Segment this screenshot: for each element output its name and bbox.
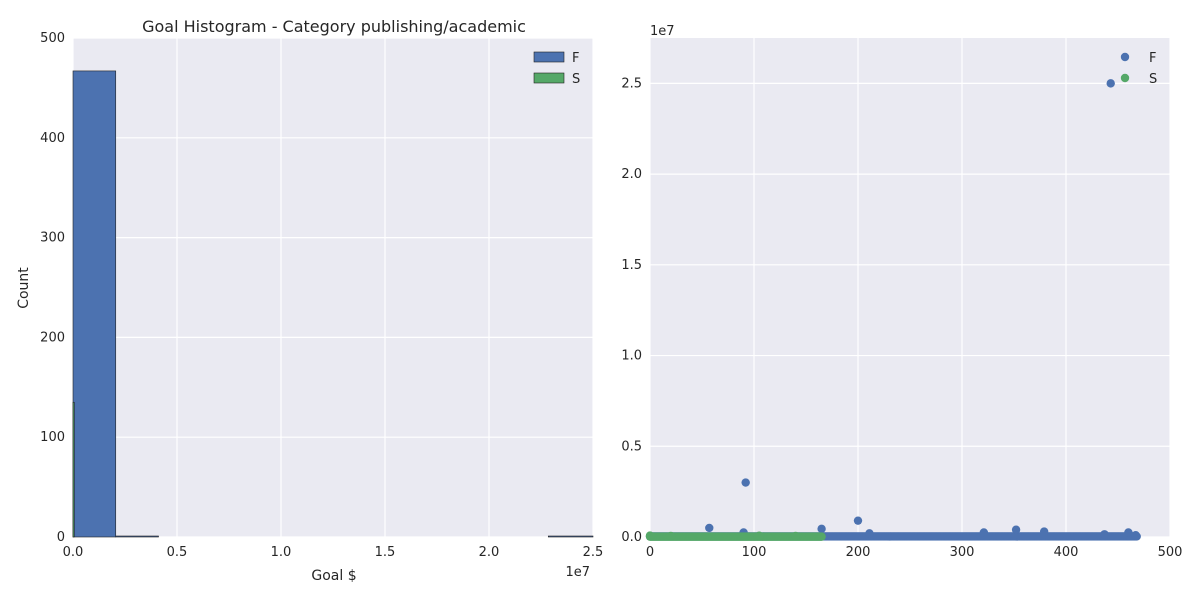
- scatter-point-F: [741, 478, 750, 487]
- scatter-legend-label-S: S: [1149, 72, 1157, 87]
- histogram-x-tick-label: 2.0: [479, 545, 500, 560]
- histogram-y-tick-label: 100: [40, 430, 65, 445]
- scatter-point-S: [755, 531, 764, 540]
- scatter-x-tick-label: 400: [1054, 545, 1079, 560]
- scatter-x-tick-label: 200: [846, 545, 871, 560]
- scatter-point-F: [1011, 525, 1021, 534]
- scatter-point-F: [979, 528, 989, 537]
- scatter-legend-marker-S: [1120, 73, 1130, 83]
- histogram-legend-swatch-F: [533, 51, 565, 63]
- scatter-y-tick-label: 2.0: [621, 167, 642, 182]
- scatter-panel: 0 100 200 300 400 500 0.0 0.5 1.0 1.5 2.0 2.5 1e7 F…: [621, 24, 1182, 560]
- histogram-y-axis-label: Count: [16, 267, 32, 309]
- histogram-y-tick-label: 200: [40, 330, 65, 345]
- scatter-point-F: [1106, 79, 1115, 88]
- histogram-y-tick-label: 400: [40, 131, 65, 146]
- histogram-x-tick-label: 2.5: [583, 545, 604, 560]
- scatter-x-tick-label: 500: [1158, 545, 1183, 560]
- histogram-legend-label-S: S: [572, 72, 580, 87]
- histogram-plot-background: [73, 38, 593, 537]
- histogram-bars: [72, 70, 594, 538]
- scatter-point-S: [817, 532, 826, 541]
- scatter-y-offset-label: 1e7: [650, 24, 675, 39]
- histogram-x-tick-label: 1.5: [375, 545, 396, 560]
- histogram-bar-F: [72, 70, 117, 538]
- scatter-point-F: [1124, 528, 1133, 537]
- histogram-y-tick-label: 300: [40, 231, 65, 246]
- scatter-legend-marker-F: [1120, 52, 1130, 62]
- histogram-x-offset-label: 1e7: [565, 565, 590, 580]
- histogram-bar-F: [547, 535, 594, 538]
- scatter-plot-background: [650, 38, 1170, 537]
- scatter-y-tick-label: 1.0: [621, 349, 642, 364]
- scatter-points: [645, 79, 1141, 541]
- scatter-point-F: [1131, 530, 1140, 540]
- histogram-tick-labels: 0.0 0.5 1.0 1.5 2.0 2.5 0 100 200 300 400 500: [40, 31, 603, 560]
- histogram-bar-S: [72, 401, 75, 538]
- scatter-point-F: [817, 524, 826, 534]
- histogram-legend-label-F: F: [572, 51, 579, 66]
- histogram-x-axis-label: Goal $: [311, 568, 356, 584]
- scatter-y-tick-label: 0.0: [621, 530, 642, 545]
- scatter-point-F: [705, 523, 714, 533]
- scatter-point-F: [865, 529, 874, 538]
- histogram-x-tick-label: 0.0: [63, 545, 84, 560]
- scatter-x-tick-label: 0: [646, 545, 654, 560]
- scatter-x-tick-label: 100: [742, 545, 767, 560]
- scatter-legend-label-F: F: [1149, 51, 1156, 66]
- histogram-x-tick-label: 0.5: [167, 545, 188, 560]
- scatter-point-S: [791, 531, 800, 541]
- histogram-bar-F: [115, 535, 159, 538]
- histogram-y-tick-label: 0: [57, 530, 65, 545]
- histogram-y-tick-label: 500: [40, 31, 65, 46]
- scatter-tick-labels: 0 100 200 300 400 500 0.0 0.5 1.0 1.5 2.0 2.5: [621, 76, 1182, 560]
- scatter-y-tick-label: 1.5: [621, 258, 642, 273]
- scatter-point-S: [645, 531, 655, 540]
- scatter-legend: FS: [1120, 51, 1157, 87]
- histogram-legend-swatch-S: [533, 72, 565, 84]
- scatter-point-F: [1100, 530, 1109, 539]
- scatter-x-tick-label: 300: [950, 545, 975, 560]
- histogram-title: Goal Histogram - Category publishing/aca…: [142, 17, 526, 36]
- scatter-point-S: [666, 531, 675, 541]
- histogram-gridlines: [72, 37, 594, 538]
- histogram-legend: FS: [533, 51, 580, 87]
- histogram-x-tick-label: 1.0: [271, 545, 292, 560]
- scatter-point-F: [853, 516, 863, 525]
- scatter-point-F: [1039, 527, 1049, 536]
- scatter-y-tick-label: 0.5: [621, 439, 642, 454]
- scatter-y-tick-label: 2.5: [621, 76, 642, 91]
- histogram-panel: 0.0 0.5 1.0 1.5 2.0 2.5 0 100 200 300 400 500 Goal …: [16, 17, 603, 584]
